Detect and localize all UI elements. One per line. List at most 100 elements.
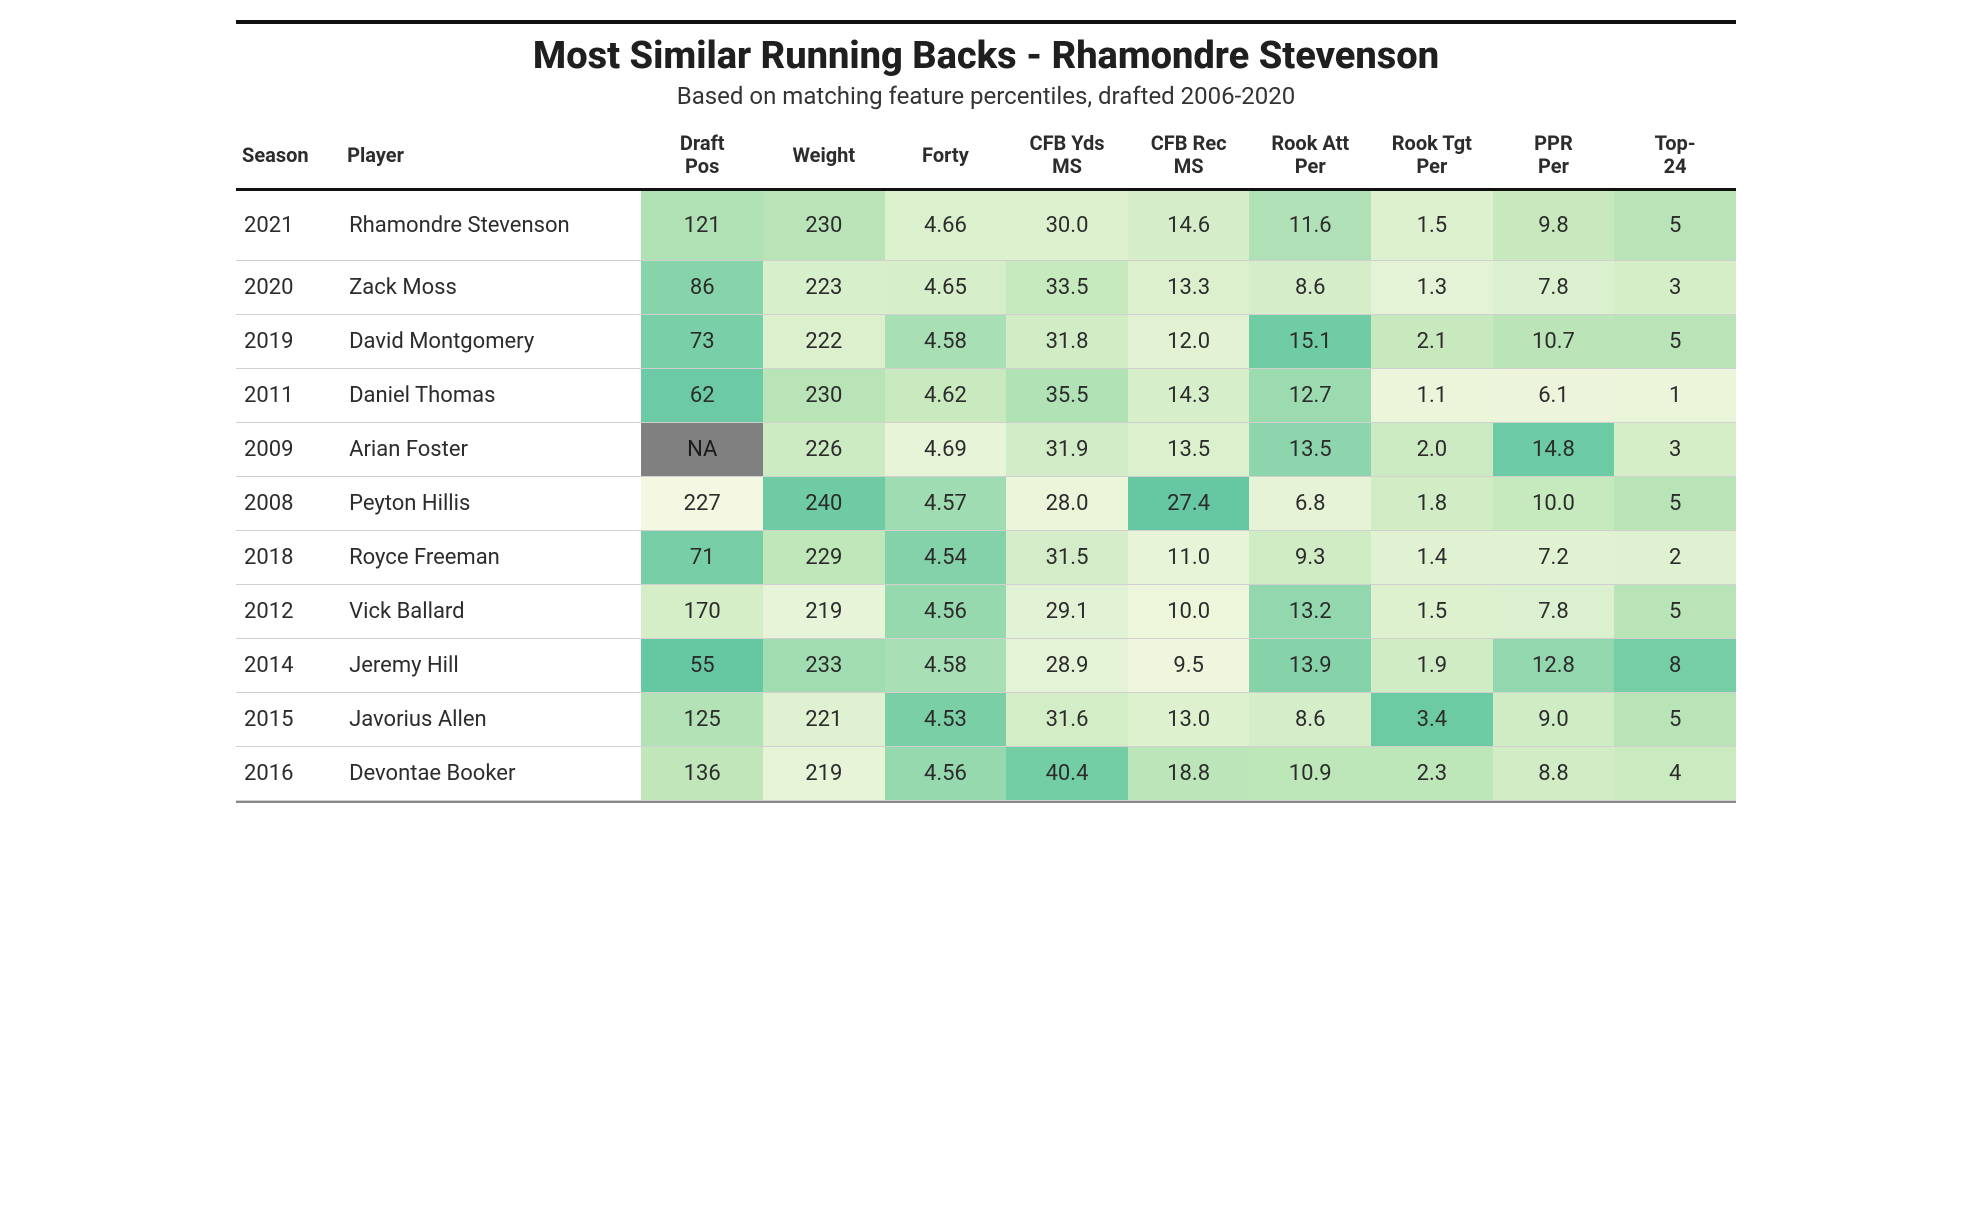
cell-rook_att: 8.6 (1249, 261, 1371, 315)
cell-ppr: 7.2 (1493, 531, 1615, 585)
cell-top24: 1 (1614, 369, 1736, 423)
col-header-season: Season (236, 122, 341, 190)
cell-weight: 223 (763, 261, 885, 315)
cell-draft: 62 (641, 369, 763, 423)
cell-season: 2020 (236, 261, 341, 315)
cell-rook_att: 13.5 (1249, 423, 1371, 477)
cell-cfb_rec: 13.0 (1128, 693, 1250, 747)
cell-player: Zack Moss (341, 261, 641, 315)
cell-top24: 5 (1614, 693, 1736, 747)
data-table: SeasonPlayerDraftPosWeightFortyCFB YdsMS… (236, 122, 1736, 801)
table-row: 2019David Montgomery732224.5831.812.015.… (236, 315, 1736, 369)
cell-top24: 3 (1614, 261, 1736, 315)
cell-rook_att: 6.8 (1249, 477, 1371, 531)
cell-cfb_rec: 11.0 (1128, 531, 1250, 585)
cell-draft: 86 (641, 261, 763, 315)
cell-top24: 8 (1614, 639, 1736, 693)
cell-cfb_yds: 30.0 (1006, 190, 1128, 261)
cell-weight: 219 (763, 747, 885, 801)
cell-player: Arian Foster (341, 423, 641, 477)
cell-rook_att: 9.3 (1249, 531, 1371, 585)
cell-top24: 5 (1614, 315, 1736, 369)
cell-draft: 73 (641, 315, 763, 369)
cell-top24: 4 (1614, 747, 1736, 801)
cell-ppr: 10.7 (1493, 315, 1615, 369)
table-row: 2016Devontae Booker1362194.5640.418.810.… (236, 747, 1736, 801)
cell-top24: 3 (1614, 423, 1736, 477)
cell-weight: 230 (763, 190, 885, 261)
cell-top24: 2 (1614, 531, 1736, 585)
cell-ppr: 9.0 (1493, 693, 1615, 747)
cell-rook_tgt: 3.4 (1371, 693, 1493, 747)
cell-rook_tgt: 1.5 (1371, 190, 1493, 261)
col-header-top24: Top-24 (1614, 122, 1736, 190)
table-row: 2012Vick Ballard1702194.5629.110.013.21.… (236, 585, 1736, 639)
cell-player: Rhamondre Stevenson (341, 190, 641, 261)
cell-forty: 4.56 (885, 747, 1007, 801)
cell-rook_att: 13.9 (1249, 639, 1371, 693)
cell-season: 2019 (236, 315, 341, 369)
cell-cfb_yds: 31.8 (1006, 315, 1128, 369)
cell-cfb_rec: 18.8 (1128, 747, 1250, 801)
col-header-forty: Forty (885, 122, 1007, 190)
cell-cfb_yds: 40.4 (1006, 747, 1128, 801)
cell-rook_tgt: 1.5 (1371, 585, 1493, 639)
similarity-table: Most Similar Running Backs - Rhamondre S… (236, 20, 1736, 803)
cell-ppr: 12.8 (1493, 639, 1615, 693)
cell-forty: 4.56 (885, 585, 1007, 639)
cell-forty: 4.57 (885, 477, 1007, 531)
cell-draft: 125 (641, 693, 763, 747)
cell-cfb_rec: 27.4 (1128, 477, 1250, 531)
cell-rook_tgt: 1.1 (1371, 369, 1493, 423)
cell-cfb_yds: 28.9 (1006, 639, 1128, 693)
cell-ppr: 9.8 (1493, 190, 1615, 261)
col-header-rook_tgt: Rook TgtPer (1371, 122, 1493, 190)
cell-ppr: 14.8 (1493, 423, 1615, 477)
cell-player: Devontae Booker (341, 747, 641, 801)
cell-player: Peyton Hillis (341, 477, 641, 531)
cell-cfb_yds: 28.0 (1006, 477, 1128, 531)
cell-rook_att: 8.6 (1249, 693, 1371, 747)
cell-season: 2021 (236, 190, 341, 261)
cell-forty: 4.58 (885, 639, 1007, 693)
cell-ppr: 7.8 (1493, 261, 1615, 315)
cell-cfb_yds: 31.9 (1006, 423, 1128, 477)
col-header-cfb_rec: CFB RecMS (1128, 122, 1250, 190)
table-row: 2014Jeremy Hill552334.5828.99.513.91.912… (236, 639, 1736, 693)
table-row: 2015Javorius Allen1252214.5331.613.08.63… (236, 693, 1736, 747)
cell-season: 2008 (236, 477, 341, 531)
cell-rook_tgt: 2.3 (1371, 747, 1493, 801)
table-title: Most Similar Running Backs - Rhamondre S… (236, 34, 1736, 78)
header-row: SeasonPlayerDraftPosWeightFortyCFB YdsMS… (236, 122, 1736, 190)
cell-top24: 5 (1614, 190, 1736, 261)
top-rule (236, 20, 1736, 24)
cell-player: Daniel Thomas (341, 369, 641, 423)
cell-player: Javorius Allen (341, 693, 641, 747)
cell-draft: 55 (641, 639, 763, 693)
cell-ppr: 6.1 (1493, 369, 1615, 423)
cell-player: Royce Freeman (341, 531, 641, 585)
cell-cfb_rec: 14.3 (1128, 369, 1250, 423)
cell-draft: 227 (641, 477, 763, 531)
cell-draft: 136 (641, 747, 763, 801)
cell-forty: 4.66 (885, 190, 1007, 261)
cell-cfb_yds: 33.5 (1006, 261, 1128, 315)
cell-season: 2011 (236, 369, 341, 423)
cell-rook_tgt: 1.4 (1371, 531, 1493, 585)
cell-cfb_yds: 31.5 (1006, 531, 1128, 585)
cell-rook_att: 10.9 (1249, 747, 1371, 801)
cell-season: 2009 (236, 423, 341, 477)
cell-player: Vick Ballard (341, 585, 641, 639)
col-header-rook_att: Rook AttPer (1249, 122, 1371, 190)
cell-forty: 4.65 (885, 261, 1007, 315)
table-row: 2020Zack Moss862234.6533.513.38.61.37.83 (236, 261, 1736, 315)
cell-forty: 4.58 (885, 315, 1007, 369)
cell-cfb_rec: 10.0 (1128, 585, 1250, 639)
cell-rook_att: 12.7 (1249, 369, 1371, 423)
cell-forty: 4.54 (885, 531, 1007, 585)
cell-draft: NA (641, 423, 763, 477)
cell-cfb_rec: 12.0 (1128, 315, 1250, 369)
cell-cfb_rec: 13.3 (1128, 261, 1250, 315)
cell-ppr: 10.0 (1493, 477, 1615, 531)
cell-player: David Montgomery (341, 315, 641, 369)
